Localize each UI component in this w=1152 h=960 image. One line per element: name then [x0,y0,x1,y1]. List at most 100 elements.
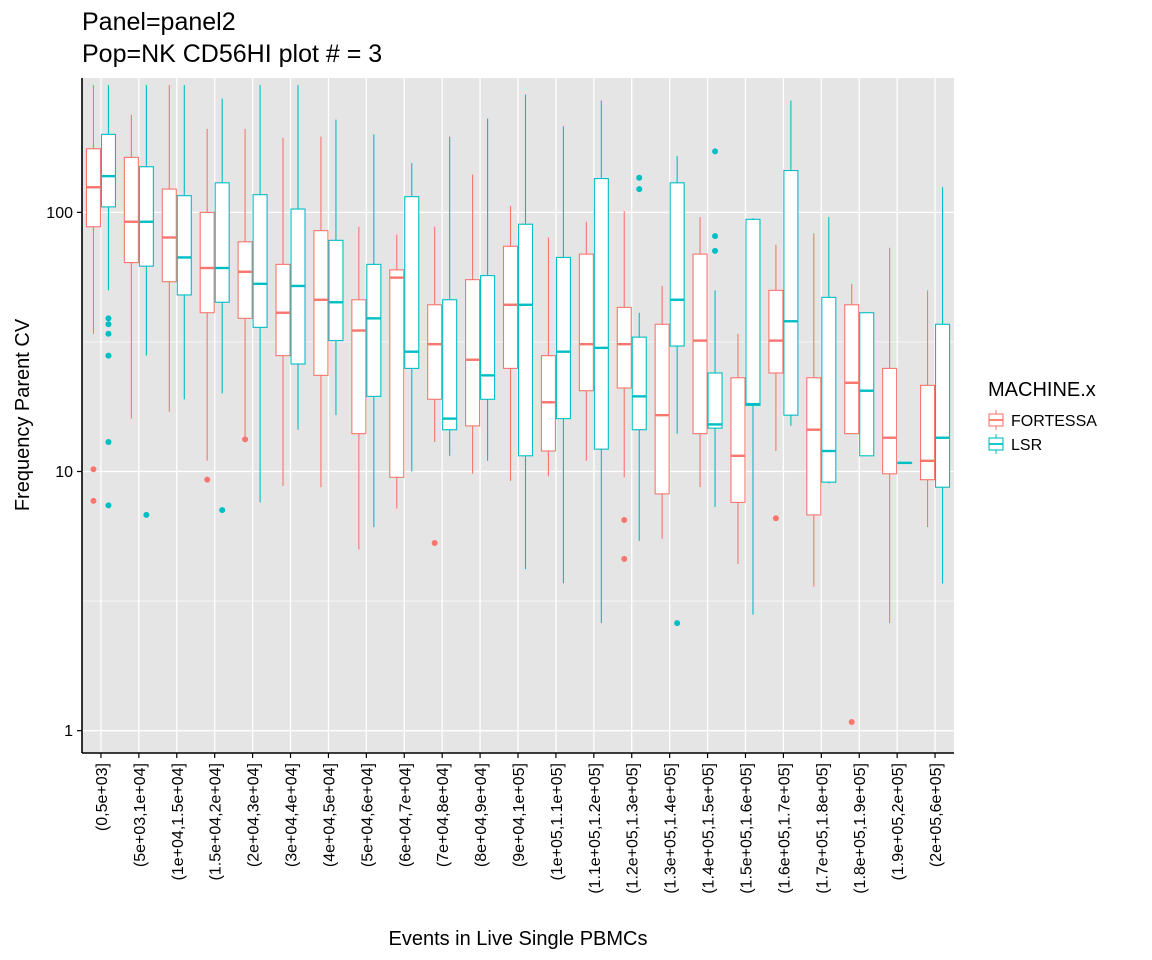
outlier-point [712,247,719,254]
outlier-point [674,620,681,627]
box-fortessa-6 [313,136,329,488]
box-body [138,166,154,267]
y-tick-label: 10 [55,464,73,481]
box-body [806,377,822,516]
outlier-point [204,476,211,483]
box-body [745,218,761,406]
box-body [123,156,139,264]
outlier-point [848,719,855,726]
box-fortessa-1 [123,114,139,419]
outlier-point [636,186,643,193]
outlier-point [219,507,226,514]
box-fortessa-12 [540,237,556,477]
box-fortessa-4 [237,128,253,443]
box-lsr-18 [783,100,799,426]
box-body [555,256,571,420]
x-axis-title: Events in Live Single PBMCs [388,928,647,950]
box-body [176,195,192,296]
box-body [366,263,382,397]
box-body [593,178,609,450]
box-fortessa-19 [806,233,822,587]
outlier-point [431,539,438,546]
box-body [404,196,420,369]
box-body [768,289,784,374]
box-body [252,194,268,328]
y-tick-label: 100 [46,205,73,222]
box-lsr-6 [328,119,344,416]
x-tick-label: (1.5e+04,2e+04] [208,763,225,880]
box-lsr-12 [555,126,571,584]
x-tick-label: (1.6e+05,1.7e+05] [776,763,793,894]
box-lsr-20 [859,312,875,457]
x-tick-label: (1.9e+05,2e+05] [890,763,907,880]
chart-title: Panel=panel2 [82,8,236,36]
outlier-point [772,515,779,522]
box-body [502,245,519,369]
x-tick-label: (1.1e+05,1.2e+05] [587,763,604,894]
x-tick-label: (1e+04,1.5e+04] [170,763,187,880]
outlier-point [105,438,112,445]
x-tick-label: (3e+04,4e+04] [284,763,301,867]
box-lsr-16 [707,148,723,507]
box-lsr-9 [442,136,458,456]
y-tick-label: 1 [64,723,73,740]
box-fortessa-18 [768,244,784,522]
box-lsr-15 [669,156,685,627]
legend-label: FORTESSA [1011,413,1097,430]
box-lsr-3 [214,98,230,514]
x-tick-label: (1e+05,1.1e+05] [549,763,566,880]
box-body [465,279,481,427]
x-tick-label: (1.2e+05,1.3e+05] [625,763,642,894]
outlier-point [90,466,97,473]
box-lsr-17 [745,218,761,615]
box-body [934,323,951,488]
box-body [100,133,117,208]
box-fortessa-0 [85,85,102,504]
box-body [275,263,291,357]
box-body [859,312,875,457]
box-body [427,304,443,400]
box-fortessa-20 [844,283,860,726]
outlier-point [712,148,719,155]
x-tick-label: (7e+04,8e+04] [435,763,452,867]
box-lsr-21 [897,461,913,465]
outlier-point [621,517,628,524]
box-fortessa-5 [275,137,291,486]
box-body [389,269,405,478]
x-tick-label: (1.4e+05,1.5e+05] [701,763,718,894]
box-body [480,275,496,400]
box-fortessa-17 [730,333,746,564]
box-body [199,211,215,314]
box-fortessa-9 [427,226,443,546]
outlier-point [105,352,112,359]
box-lsr-11 [517,94,534,570]
box-fortessa-2 [161,85,177,412]
box-body [919,384,936,481]
box-marks [85,85,951,726]
outlier-point [636,174,643,181]
box-fortessa-8 [389,234,405,509]
box-body [821,296,837,483]
x-tick-label: (1.7e+05,1.8e+05] [814,763,831,894]
box-body [313,230,329,376]
x-tick-label: (2e+04,3e+04] [246,763,263,867]
outlier-point [712,233,719,240]
legend-entry-lsr: LSR [988,434,1042,454]
box-lsr-19 [821,216,837,484]
box-body [328,239,344,342]
outlier-point [143,511,150,518]
x-tick-label: (5e+04,6e+04] [359,763,376,867]
outlier-point [105,315,112,322]
box-fortessa-22 [919,290,936,528]
box-lsr-0 [100,85,117,509]
box-fortessa-21 [882,247,898,624]
outlier-point [105,330,112,337]
box-body [730,377,746,503]
legend-label: LSR [1011,437,1042,454]
x-tick-label: (1.8e+05,1.9e+05] [852,763,869,894]
box-body [844,304,860,435]
x-tick-label: (5e+03,1e+04] [132,763,149,867]
box-body [237,241,253,319]
box-lsr-10 [480,118,496,461]
